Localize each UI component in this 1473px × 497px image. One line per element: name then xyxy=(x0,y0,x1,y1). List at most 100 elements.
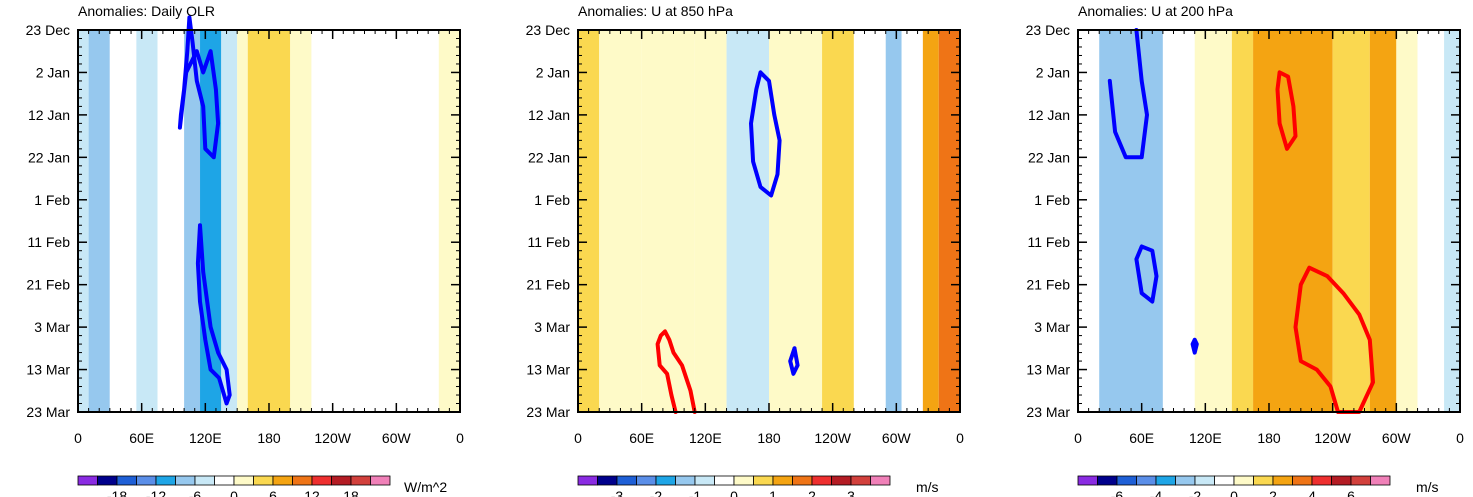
anomaly-band-11 xyxy=(922,30,939,412)
anomaly-band-5 xyxy=(184,30,201,412)
y-tick-label: 12 Jan xyxy=(1028,107,1070,123)
colorbar-units-u850: m/s xyxy=(916,479,939,495)
colorbar-swatch xyxy=(831,475,852,486)
anomaly-band-10 xyxy=(901,30,923,412)
colorbar-swatch xyxy=(272,475,293,486)
colorbar-swatch xyxy=(1272,475,1293,486)
colorbar-label: 2 xyxy=(1269,488,1277,497)
anomaly-band-6 xyxy=(1332,30,1370,412)
anomaly-band-12 xyxy=(938,30,960,412)
colorbar-swatch xyxy=(655,475,676,486)
contour-line-2 xyxy=(655,329,697,414)
x-tick-label: 60W xyxy=(1382,430,1412,446)
anomaly-band-10 xyxy=(1444,30,1460,412)
colorbar-label: -18 xyxy=(107,488,127,497)
anomaly-band-10 xyxy=(290,30,312,412)
anomaly-band-9 xyxy=(247,30,291,412)
anomaly-band-2 xyxy=(109,30,137,412)
x-axis-labels-u200: 0 60E 120E 180 120W 60W 0 xyxy=(1074,430,1464,446)
colorbar-swatch xyxy=(233,475,254,486)
colorbar-swatch xyxy=(1311,475,1332,486)
y-tick-label: 2 Jan xyxy=(1036,64,1070,80)
anomaly-band-12 xyxy=(353,30,386,412)
colorbar-label: -6 xyxy=(1111,488,1124,497)
colorbar-swatch xyxy=(1350,475,1371,486)
anomaly-band-9 xyxy=(885,30,902,412)
colorbar-label: -2 xyxy=(650,488,663,497)
x-tick-label: 60E xyxy=(629,430,654,446)
colorbar-label: -4 xyxy=(1150,488,1163,497)
colorbar-swatch xyxy=(97,475,118,486)
contour-line-1 xyxy=(195,223,232,406)
colorbar-swatch xyxy=(1155,475,1176,486)
colorbar-swatch xyxy=(792,475,813,486)
x-tick-label: 120W xyxy=(814,430,851,446)
y-tick-label: 23 Dec xyxy=(26,22,70,38)
y-tick-label: 2 Jan xyxy=(36,64,70,80)
colorbar-swatch xyxy=(1175,475,1196,486)
anomaly-band-4 xyxy=(157,30,185,412)
colorbar-label: 18 xyxy=(343,488,359,497)
colorbar-units-u200: m/s xyxy=(1416,479,1439,495)
x-tick-label: 120E xyxy=(189,430,222,446)
anomaly-band-2 xyxy=(1162,30,1195,412)
field-u200 xyxy=(1078,30,1460,412)
anomaly-band-8 xyxy=(853,30,886,412)
anomaly-band-9 xyxy=(1417,30,1445,412)
anomaly-band-4 xyxy=(726,30,743,412)
colorbar-label: 0 xyxy=(730,488,738,497)
colorbar-label: 0 xyxy=(230,488,238,497)
colorbar-swatch xyxy=(694,475,715,486)
anomaly-band-4 xyxy=(1231,30,1254,412)
y-tick-label: 13 Mar xyxy=(1026,362,1070,378)
colorbar-swatch xyxy=(1253,475,1274,486)
colorbar-label: -3 xyxy=(611,488,624,497)
colorbar-swatch xyxy=(311,475,332,486)
colorbar-swatch xyxy=(136,475,157,486)
contours-olr xyxy=(177,15,232,406)
x-tick-label: 120W xyxy=(1314,430,1351,446)
y-axis-labels-u850: 23 Dec 2 Jan 12 Jan 22 Jan 1 Feb 11 Feb 21 Feb… xyxy=(526,22,571,420)
colorbar-swatch xyxy=(155,475,176,486)
x-tick-label: 0 xyxy=(1456,430,1464,446)
y-tick-label: 3 Mar xyxy=(34,319,70,335)
colorbar-swatch xyxy=(370,475,391,486)
y-axis-labels-u200: 23 Dec 2 Jan 12 Jan 22 Jan 1 Feb 11 Feb 21 Feb… xyxy=(1026,22,1071,420)
y-tick-label: 3 Mar xyxy=(534,319,570,335)
y-tick-label: 23 Dec xyxy=(526,22,570,38)
colorbar-label: 0 xyxy=(1230,488,1238,497)
y-tick-label: 1 Feb xyxy=(34,192,70,208)
contour-line-0 xyxy=(749,70,782,198)
colorbar-swatch xyxy=(714,475,735,486)
y-tick-label: 12 Jan xyxy=(528,107,570,123)
colorbar-swatch xyxy=(1097,475,1118,486)
colorbar-label: 3 xyxy=(847,488,855,497)
x-tick-label: 0 xyxy=(456,430,464,446)
y-tick-label: 21 Feb xyxy=(1026,277,1070,293)
anomaly-band-13 xyxy=(385,30,439,412)
x-tick-label: 0 xyxy=(74,430,82,446)
x-tick-label: 120E xyxy=(689,430,722,446)
y-tick-label: 23 Dec xyxy=(1026,22,1070,38)
title-olr: Anomalies: Daily OLR xyxy=(78,3,215,19)
title-u200: Anomalies: U at 200 hPa xyxy=(1078,3,1233,19)
colorbar-label: -1 xyxy=(689,488,702,497)
y-tick-label: 12 Jan xyxy=(28,107,70,123)
colorbar-swatch xyxy=(1292,475,1313,486)
x-tick-label: 120E xyxy=(1189,430,1222,446)
anomaly-band-0 xyxy=(578,30,600,412)
colorbar-swatch xyxy=(116,475,137,486)
panel-olr: Anomalies: Daily OLR 23 Dec 2 Jan 12 Jan 22… xyxy=(26,3,464,497)
colorbar-swatch xyxy=(811,475,832,486)
colorbar-swatch xyxy=(597,475,618,486)
colorbar-swatch xyxy=(753,475,774,486)
y-tick-label: 22 Jan xyxy=(528,149,570,165)
colorbar-u200: -6 -4 -2 0 2 4 6 xyxy=(1077,475,1391,497)
colorbar-label: 6 xyxy=(1347,488,1355,497)
colorbar-label: 4 xyxy=(1308,488,1316,497)
colorbar-swatch xyxy=(292,475,313,486)
anomaly-band-0 xyxy=(78,30,89,412)
anomaly-band-3 xyxy=(1194,30,1232,412)
colorbar-label: -2 xyxy=(1189,488,1202,497)
